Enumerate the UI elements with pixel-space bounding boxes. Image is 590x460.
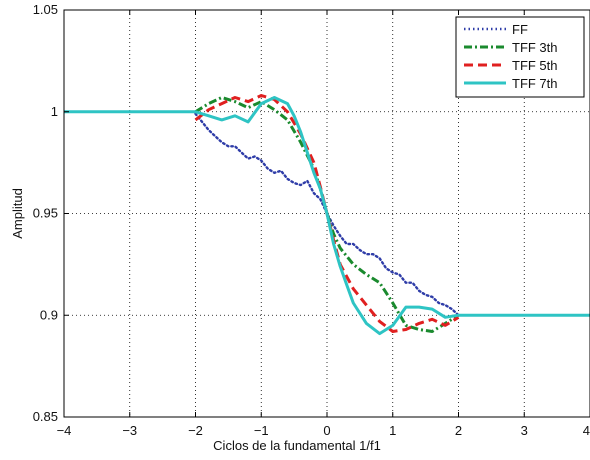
x-tick-label: 4 [583, 423, 590, 438]
legend-box [455, 16, 585, 98]
x-axis-label: Ciclos de la fundamental 1/f1 [213, 438, 381, 453]
y-tick-label: 1.05 [33, 2, 58, 17]
y-tick-label: 0.9 [40, 307, 58, 322]
x-tick-label: 0 [323, 423, 330, 438]
legend-entry-label: FF [512, 22, 528, 37]
x-tick-label: −1 [254, 423, 269, 438]
x-tick-label: 2 [455, 423, 462, 438]
series-line-4 [64, 96, 590, 336]
legend-entry-label: TFF 7th [512, 76, 558, 91]
y-tick-label: 1 [51, 104, 58, 119]
series-lines [64, 94, 590, 336]
legend-entry-label: TFF 5th [512, 58, 558, 73]
legend: FF TFF 3th TFF 5th TFF 7th [455, 16, 585, 98]
legend-entry-label: TFF 3th [512, 40, 558, 55]
x-tick-label: −2 [188, 423, 203, 438]
y-axis-label: Amplitud [10, 188, 25, 239]
y-tick-label: 0.95 [33, 206, 58, 221]
series-line-2 [194, 96, 460, 333]
x-tick-label: 3 [521, 423, 528, 438]
x-tick-label: 1 [389, 423, 396, 438]
x-tick-label: −4 [57, 423, 72, 438]
y-tick-label: 0.85 [33, 409, 58, 424]
x-tick-label: −3 [122, 423, 137, 438]
axis-ticks: −4 −3 −2 −1 0 1 2 3 4 0.85 0.9 0.95 1 1.05 [33, 2, 590, 438]
